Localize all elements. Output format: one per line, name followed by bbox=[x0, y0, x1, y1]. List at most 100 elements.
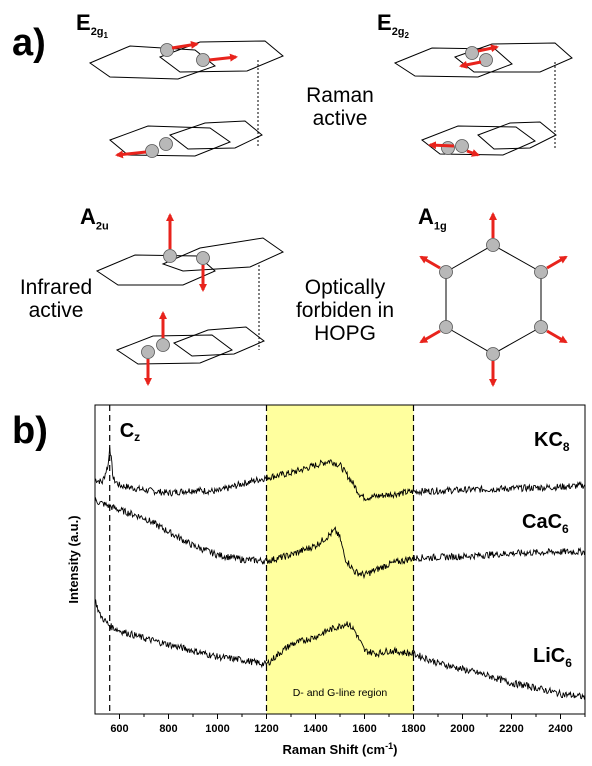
carbon-atom bbox=[145, 144, 159, 158]
carbon-atom bbox=[439, 320, 453, 334]
x-tick-label: 1600 bbox=[352, 723, 376, 735]
carbon-atom bbox=[156, 338, 170, 352]
x-axis-title-text: Raman Shift (cm bbox=[283, 742, 386, 757]
mode-sub: 1g bbox=[433, 220, 447, 233]
graphene-ring-top-1 bbox=[393, 47, 513, 78]
carbon-atom bbox=[486, 238, 500, 252]
x-axis-title-end: ) bbox=[393, 742, 397, 757]
note-line: Infrared bbox=[19, 276, 93, 299]
graphene-ring-bottom-1 bbox=[420, 125, 536, 156]
raman-spectrum-chart: 600 800 1000 1200 1400 1600 1800 2000 2200 2400 R… bbox=[66, 404, 586, 757]
series-label-main: CaC bbox=[522, 511, 562, 533]
displacement-arrow-icon bbox=[466, 149, 480, 157]
graphene-ring-top-2 bbox=[161, 237, 285, 272]
mode-symbol: A bbox=[80, 204, 96, 229]
graphene-ring-top-2 bbox=[158, 40, 284, 73]
note-line: active bbox=[28, 299, 84, 322]
graphene-ring-top-2 bbox=[453, 42, 573, 73]
x-axis-ticks: 600 800 1000 1200 1400 1600 1800 2000 2200 2400 bbox=[110, 714, 586, 735]
cz-label: Cz bbox=[120, 420, 140, 444]
series-label-sub: 8 bbox=[563, 440, 570, 454]
carbon-atom bbox=[196, 53, 210, 67]
x-tick-label: 600 bbox=[110, 723, 128, 735]
a2u-mode-diagram bbox=[95, 213, 285, 386]
mode-symbol: E bbox=[76, 10, 91, 35]
note-line: active bbox=[312, 107, 368, 130]
x-tick-label: 800 bbox=[159, 723, 177, 735]
infrared-active-note: Infrared active bbox=[6, 276, 106, 322]
series-label-kc8: KC8 bbox=[534, 429, 570, 454]
panel-b-label: b) bbox=[12, 410, 48, 452]
cz-main: C bbox=[120, 420, 134, 442]
panel-a-label: a) bbox=[12, 22, 46, 64]
mode-sub: 2g bbox=[90, 26, 104, 39]
e2g2-mode-diagram bbox=[393, 42, 573, 157]
mode-a2u-label: A2u bbox=[80, 206, 109, 232]
carbon-atom bbox=[160, 43, 174, 57]
displacement-arrow-icon bbox=[171, 40, 199, 50]
displacement-arrow-icon bbox=[115, 150, 147, 159]
mode-a1g-label: A1g bbox=[418, 206, 447, 232]
trace-cac6 bbox=[94, 496, 585, 580]
mode-symbol: E bbox=[377, 10, 392, 35]
carbon-atom bbox=[196, 251, 210, 265]
series-label-lic6: LiC6 bbox=[533, 645, 572, 670]
carbon-atom bbox=[465, 46, 479, 60]
trace-lic6 bbox=[94, 599, 585, 700]
series-label-main: KC bbox=[534, 429, 563, 451]
displacement-arrow-icon bbox=[546, 329, 568, 344]
carbon-atom bbox=[534, 265, 548, 279]
e2g1-mode-diagram bbox=[88, 40, 284, 159]
mode-symbol: A bbox=[418, 204, 434, 229]
carbon-atom bbox=[159, 137, 173, 151]
mode-e2g1-label: E2g1 bbox=[76, 12, 108, 41]
displacement-arrow-icon bbox=[459, 60, 482, 69]
graphene-ring-bottom-1 bbox=[115, 334, 234, 365]
carbon-atom bbox=[479, 53, 493, 67]
a1g-mode-diagram bbox=[419, 212, 568, 387]
graphene-ring-bottom-2 bbox=[477, 121, 557, 150]
displacement-arrow-icon bbox=[546, 255, 568, 270]
series-label-cac6: CaC6 bbox=[522, 511, 569, 536]
mode-sub: 2u bbox=[95, 220, 109, 233]
optically-forbidden-note: Optically forbiden in HOPG bbox=[285, 276, 405, 345]
carbon-atom bbox=[141, 345, 155, 359]
carbon-atom bbox=[486, 347, 500, 361]
graphene-ring-top-1 bbox=[95, 254, 216, 286]
displacement-arrow-icon bbox=[428, 141, 455, 150]
mode-subsub: 1 bbox=[103, 31, 108, 41]
mode-e2g2-label: E2g2 bbox=[377, 12, 409, 41]
note-line: Optically bbox=[304, 276, 386, 299]
cz-sub: z bbox=[134, 430, 140, 444]
carbon-atom bbox=[441, 141, 455, 155]
note-line: Raman bbox=[306, 84, 374, 107]
x-axis-title: Raman Shift (cm-1) bbox=[283, 741, 398, 757]
carbon-atom bbox=[439, 265, 453, 279]
y-axis-title: Intensity (a.u.) bbox=[66, 515, 81, 603]
displacement-arrow-icon bbox=[208, 53, 238, 62]
graphene-ring-top-1 bbox=[88, 45, 217, 80]
x-tick-label: 1200 bbox=[254, 723, 278, 735]
carbon-atom bbox=[163, 249, 177, 263]
x-tick-label: 1000 bbox=[205, 723, 229, 735]
d-g-line-region-highlight bbox=[266, 405, 414, 714]
x-tick-label: 2200 bbox=[499, 723, 523, 735]
x-tick-label: 1400 bbox=[303, 723, 327, 735]
series-label-main: LiC bbox=[533, 645, 565, 667]
series-label-sub: 6 bbox=[562, 522, 569, 536]
displacement-arrow-icon bbox=[419, 255, 441, 270]
displacement-arrow-icon bbox=[419, 329, 441, 344]
x-tick-label: 1800 bbox=[401, 723, 425, 735]
series-label-sub: 6 bbox=[565, 656, 572, 670]
mode-subsub: 2 bbox=[404, 31, 409, 41]
note-line: HOPG bbox=[314, 322, 376, 345]
mode-sub: 2g bbox=[391, 26, 405, 39]
displacement-arrow-icon bbox=[477, 44, 499, 53]
trace-kc8 bbox=[94, 447, 585, 502]
region-label: D- and G-line region bbox=[293, 687, 388, 699]
graphene-ring-bottom-2 bbox=[172, 326, 265, 357]
carbon-atom bbox=[455, 139, 469, 153]
spectrum-traces bbox=[94, 447, 585, 700]
